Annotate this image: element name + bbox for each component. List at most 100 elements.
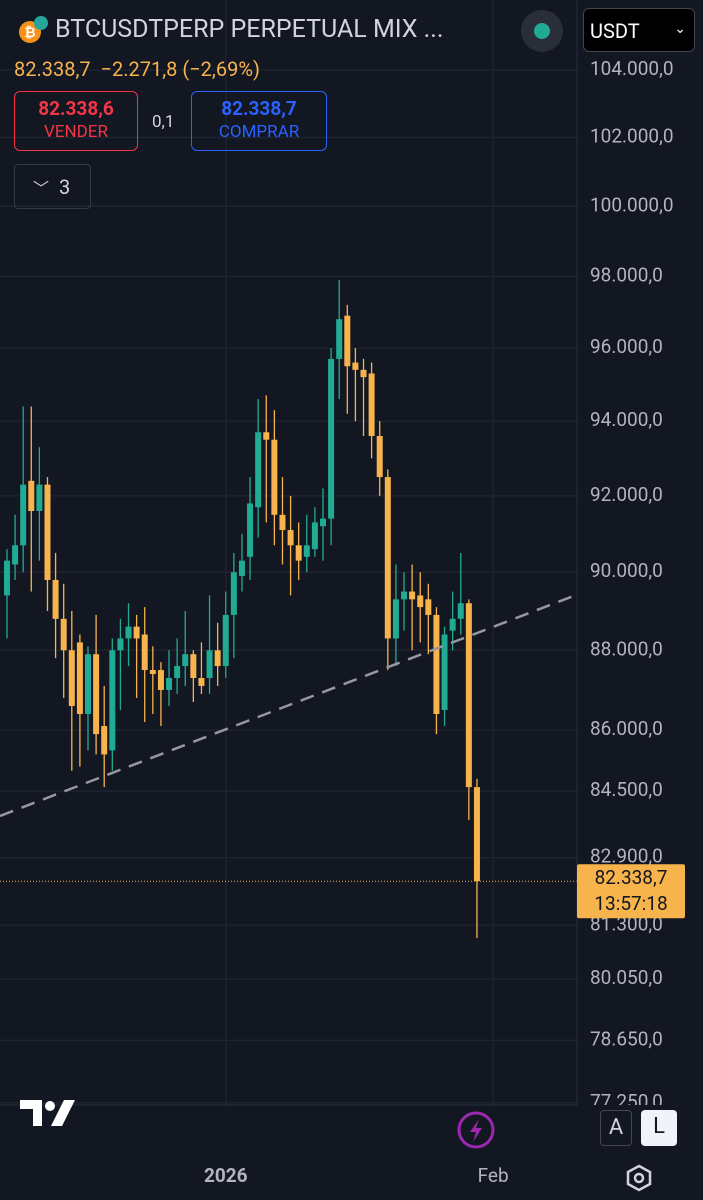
buy-button[interactable]: 82.338,7 COMPRAR <box>191 91 327 151</box>
candle-body <box>60 618 67 651</box>
candle-body <box>401 591 408 600</box>
candle-body <box>433 614 440 714</box>
sell-price: 82.338,6 <box>38 97 114 120</box>
y-tick-label: 102.000,0 <box>590 125 674 148</box>
trend-line <box>0 594 576 818</box>
candle-body <box>271 439 278 515</box>
candle-body <box>311 522 318 550</box>
status-button[interactable] <box>521 10 563 52</box>
y-tick-label: 86.000,0 <box>590 717 663 740</box>
spread: 0,1 <box>152 112 175 132</box>
candle-body <box>12 545 19 565</box>
candle-body <box>384 477 391 639</box>
candle-body <box>279 514 286 531</box>
x-tick-label: Feb <box>478 1164 509 1187</box>
coin-icon: ₿ <box>16 14 48 46</box>
candle-body <box>328 358 335 519</box>
candle-body <box>352 362 359 370</box>
log-scale-button[interactable]: L <box>641 1110 677 1146</box>
y-tick-label: 84.500,0 <box>590 778 663 801</box>
candle-body <box>141 634 148 671</box>
candle-body <box>166 677 173 690</box>
x-tick-label: 2026 <box>204 1164 248 1187</box>
time-axis <box>0 1105 703 1200</box>
candle-body <box>182 654 189 667</box>
candle-body <box>125 626 132 639</box>
sell-button[interactable]: 82.338,6 VENDER <box>14 91 138 151</box>
price-label: 82.338,7 <box>595 866 668 889</box>
buy-label: COMPRAR <box>218 122 300 142</box>
candle-body <box>344 315 351 367</box>
candle-body <box>36 484 43 512</box>
candle-body <box>133 626 140 639</box>
y-tick-label: 100.000,0 <box>590 193 674 216</box>
candle-body <box>409 591 416 600</box>
candle-body <box>360 369 367 378</box>
candle-body <box>206 650 213 678</box>
candle-body <box>295 545 302 561</box>
currency: USDT <box>590 19 640 43</box>
candle-body <box>222 614 229 667</box>
candle-body <box>255 432 262 508</box>
candle-body <box>392 599 399 639</box>
candle-body <box>449 618 456 631</box>
candle-body <box>28 480 35 512</box>
candle-body <box>425 599 432 615</box>
candle-body <box>149 670 156 675</box>
y-tick-label: 90.000,0 <box>590 559 663 582</box>
indicator-count: 3 <box>58 175 71 199</box>
y-tick-label: 96.000,0 <box>590 335 663 358</box>
y-tick-label: 82.900,0 <box>590 845 663 868</box>
candle-body <box>101 726 108 755</box>
candle-body <box>319 518 326 527</box>
candle-body <box>190 654 197 678</box>
candle-body <box>287 530 294 546</box>
candle-body <box>368 373 375 436</box>
candle-body <box>85 654 92 714</box>
candle-body <box>93 654 100 735</box>
candle-body <box>44 484 51 580</box>
candle-body <box>247 503 254 557</box>
last-price: 82.338,7 <box>14 57 91 81</box>
candle-body <box>465 603 472 788</box>
candle-body <box>76 642 83 714</box>
price-row: 82.338,7 −2.271,8 (−2,69%) <box>14 57 260 81</box>
sell-label: VENDER <box>44 122 108 142</box>
y-tick-label: 78.650,0 <box>590 1027 663 1050</box>
candle-body <box>68 650 75 706</box>
candle-body <box>473 787 480 882</box>
candle-body <box>157 670 164 690</box>
candle-body <box>20 484 27 546</box>
price-label-box <box>577 864 685 919</box>
symbol-title[interactable]: BTCUSDTPERP PERPETUAL MIX ... <box>55 15 444 44</box>
y-tick-label: 94.000,0 <box>590 408 663 431</box>
currency-select[interactable]: USDT ⌄ <box>583 8 695 52</box>
candle-body <box>109 650 116 751</box>
candle-body <box>263 432 270 440</box>
countdown: 13:57:18 <box>594 892 667 915</box>
candle-body <box>3 560 10 596</box>
candle-body <box>117 638 124 651</box>
candle-body <box>52 579 59 619</box>
y-tick-label: 104.000,0 <box>590 57 674 80</box>
y-tick-label: 80.050,0 <box>590 966 663 989</box>
y-tick-label: 92.000,0 <box>590 483 663 506</box>
candle-body <box>376 435 383 478</box>
candle-body <box>336 319 343 359</box>
candle-body <box>230 572 237 615</box>
candle-body <box>214 650 221 667</box>
auto-scale-button[interactable]: A <box>600 1110 632 1146</box>
candle-body <box>457 603 464 619</box>
candle-body <box>198 677 205 686</box>
svg-text:₿: ₿ <box>24 25 35 41</box>
candle-body <box>441 634 448 710</box>
buy-price: 82.338,7 <box>221 97 297 120</box>
candle-body <box>303 545 310 557</box>
y-tick-label: 88.000,0 <box>590 637 663 660</box>
candle-body <box>238 560 245 577</box>
change: −2.271,8 (−2,69%) <box>100 57 260 81</box>
candle-body <box>417 595 424 608</box>
indicators-toggle[interactable]: ﹀ 3 <box>14 164 91 209</box>
